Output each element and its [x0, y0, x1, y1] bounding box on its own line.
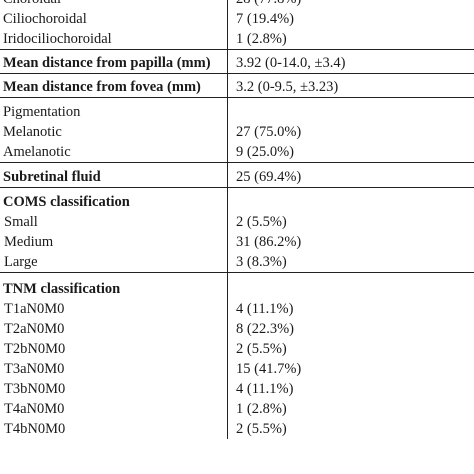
fovea-distance-group: Mean distance from fovea (mm) 3.2 (0-9.5,… [0, 74, 474, 98]
row-value: 2 (5.5%) [236, 214, 287, 230]
subretinal-fluid-group: Subretinal fluid 25 (69.4%) [0, 163, 474, 188]
location-group: Choroidal 28 (77.8%) Ciliochoroidal 7 (19.4… [0, 0, 474, 50]
table-row: Small 2 (5.5%) [0, 212, 474, 232]
row-label: TNM classification [0, 279, 228, 299]
row-label: Subretinal fluid [0, 167, 228, 187]
tnm-classification-group: TNM classification T1aN0M0 4 (11.1%) T2aN0M… [0, 273, 474, 439]
row-value: 9 (25.0%) [236, 144, 294, 160]
row-value: 2 (5.5%) [236, 421, 287, 437]
row-value: 4 (11.1%) [236, 381, 294, 397]
row-value: 2 (5.5%) [236, 341, 287, 357]
row-label: COMS classification [0, 192, 228, 212]
row-label: T2bN0M0 [0, 339, 228, 359]
row-value: 1 (2.8%) [236, 31, 287, 47]
row-value: 4 (11.1%) [236, 301, 294, 317]
row-value [236, 279, 474, 299]
table-row: Pigmentation [0, 102, 474, 122]
table-row: COMS classification [0, 192, 474, 212]
row-label: T4aN0M0 [0, 399, 228, 419]
characteristics-table: Choroidal 28 (77.8%) Ciliochoroidal 7 (19.4… [0, 0, 474, 439]
row-label: Choroidal [0, 0, 228, 9]
row-value: 15 (41.7%) [236, 361, 302, 377]
row-value: 1 (2.8%) [236, 401, 287, 417]
row-label: Medium [0, 232, 228, 252]
row-value: 7 (19.4%) [236, 11, 294, 27]
row-value: 3.92 (0-14.0, ±3.4) [236, 55, 346, 71]
row-label: Mean distance from fovea (mm) [0, 77, 228, 97]
table-row: Mean distance from fovea (mm) 3.2 (0-9.5,… [0, 77, 474, 97]
table-row: TNM classification [0, 279, 474, 299]
row-label: Pigmentation [0, 102, 228, 122]
row-value: 25 (69.4%) [236, 169, 302, 185]
row-label: Large [0, 252, 228, 272]
row-label: T4bN0M0 [0, 419, 228, 439]
row-label: T3bN0M0 [0, 379, 228, 399]
row-value: 28 (77.8%) [236, 0, 474, 9]
pigmentation-group: Pigmentation Melanotic 27 (75.0%) Amelanoti… [0, 98, 474, 163]
table-row: T2bN0M0 2 (5.5%) [0, 339, 474, 359]
row-label: Melanotic [0, 122, 228, 142]
table-row: Iridociliochoroidal 1 (2.8%) [0, 29, 474, 49]
row-value: 27 (75.0%) [236, 124, 302, 140]
row-label: Mean distance from papilla (mm) [0, 53, 228, 73]
row-label: T3aN0M0 [0, 359, 228, 379]
row-value: 3 (8.3%) [236, 254, 287, 270]
table-row: Amelanotic 9 (25.0%) [0, 142, 474, 162]
table-row: T2aN0M0 8 (22.3%) [0, 319, 474, 339]
row-label: T1aN0M0 [0, 299, 228, 319]
table-row: T4bN0M0 2 (5.5%) [0, 419, 474, 439]
row-value [236, 192, 474, 212]
table-row: Ciliochoroidal 7 (19.4%) [0, 9, 474, 29]
papilla-distance-group: Mean distance from papilla (mm) 3.92 (0-1… [0, 50, 474, 74]
row-value: 3.2 (0-9.5, ±3.23) [236, 79, 339, 95]
table-row: Mean distance from papilla (mm) 3.92 (0-1… [0, 53, 474, 73]
table-row: Melanotic 27 (75.0%) [0, 122, 474, 142]
row-value: 8 (22.3%) [236, 321, 294, 337]
row-label: Small [0, 212, 228, 232]
table-row: Subretinal fluid 25 (69.4%) [0, 167, 474, 187]
row-label: Iridociliochoroidal [0, 29, 228, 49]
row-value [236, 102, 474, 122]
row-label: Amelanotic [0, 142, 228, 162]
table-row: Medium 31 (86.2%) [0, 232, 474, 252]
table-row: Choroidal 28 (77.8%) [0, 0, 474, 9]
row-label: T2aN0M0 [0, 319, 228, 339]
table-row: T4aN0M0 1 (2.8%) [0, 399, 474, 419]
coms-classification-group: COMS classification Small 2 (5.5%) Medium 31… [0, 188, 474, 273]
row-value: 31 (86.2%) [236, 234, 302, 250]
table-row: Large 3 (8.3%) [0, 252, 474, 272]
row-label: Ciliochoroidal [0, 9, 228, 29]
table-row: T3aN0M0 15 (41.7%) [0, 359, 474, 379]
table-row: T3bN0M0 4 (11.1%) [0, 379, 474, 399]
table-row: T1aN0M0 4 (11.1%) [0, 299, 474, 319]
